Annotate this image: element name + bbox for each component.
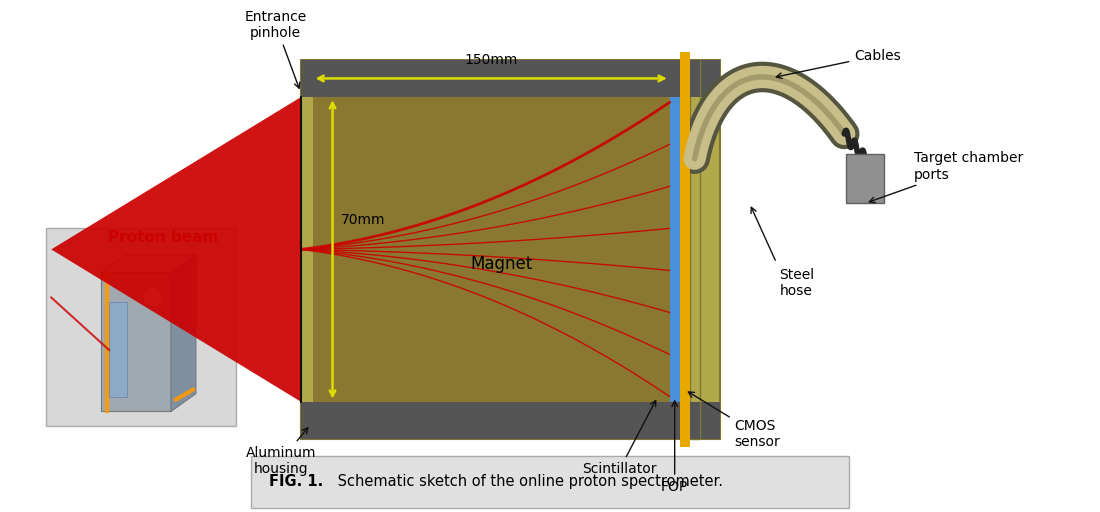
Polygon shape bbox=[170, 255, 196, 412]
Polygon shape bbox=[109, 303, 128, 397]
Bar bbox=[300, 59, 719, 439]
Text: FOP: FOP bbox=[661, 401, 689, 494]
Bar bbox=[680, 52, 690, 447]
Text: Target chamber
ports: Target chamber ports bbox=[869, 152, 1023, 203]
Text: Cables: Cables bbox=[777, 49, 901, 78]
Text: FIG. 1.: FIG. 1. bbox=[268, 474, 323, 489]
Circle shape bbox=[143, 288, 163, 307]
Text: Magnet: Magnet bbox=[470, 255, 532, 273]
Text: Entrance
pinhole: Entrance pinhole bbox=[244, 10, 307, 88]
Bar bbox=[670, 97, 680, 401]
Bar bbox=[300, 401, 719, 439]
Text: Scintillator: Scintillator bbox=[583, 400, 657, 476]
Bar bbox=[690, 401, 700, 439]
Polygon shape bbox=[52, 97, 300, 401]
Text: 70mm: 70mm bbox=[341, 212, 385, 227]
Bar bbox=[312, 97, 670, 401]
Text: Aluminum
housing: Aluminum housing bbox=[245, 428, 316, 476]
Text: Proton beam: Proton beam bbox=[108, 230, 219, 245]
Polygon shape bbox=[101, 273, 170, 412]
Bar bbox=[251, 456, 849, 507]
Bar bbox=[690, 59, 700, 97]
Polygon shape bbox=[101, 255, 196, 273]
Bar bbox=[300, 59, 719, 97]
Text: Steel
hose: Steel hose bbox=[780, 268, 814, 297]
Text: Schematic sketch of the online proton spectrometer.: Schematic sketch of the online proton sp… bbox=[332, 474, 723, 489]
Bar bbox=[46, 228, 235, 426]
Text: 150mm: 150mm bbox=[464, 53, 518, 67]
Text: CMOS
sensor: CMOS sensor bbox=[689, 392, 780, 449]
Bar bbox=[690, 59, 700, 439]
Bar bbox=[846, 154, 884, 203]
